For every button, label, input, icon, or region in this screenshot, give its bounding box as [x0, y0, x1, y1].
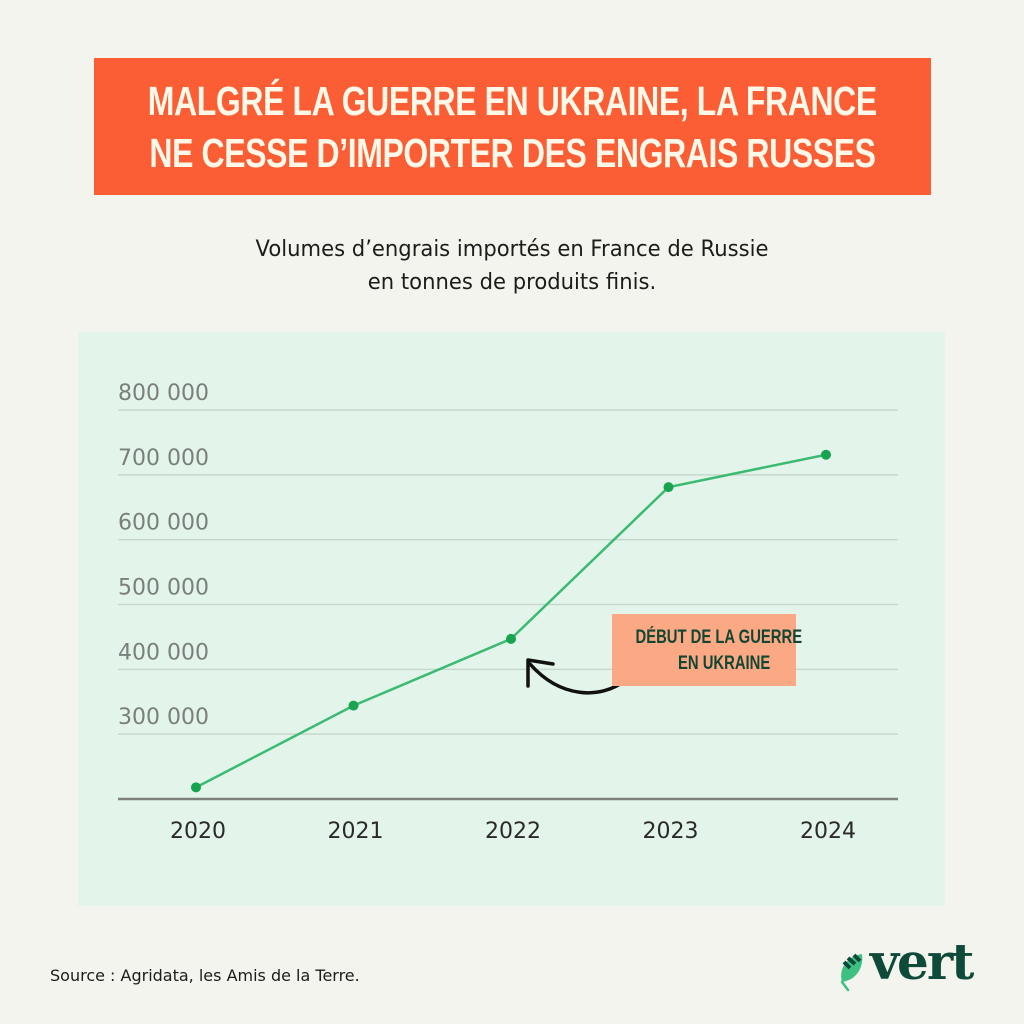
source-note: Source : Agridata, les Amis de la Terre. [50, 966, 360, 985]
vert-logo: vert [836, 932, 1006, 998]
chart-subtitle: Volumes d’engrais importés en France de … [0, 233, 1024, 299]
data-point-2021 [348, 700, 359, 711]
x-tick-label: 2023 [643, 819, 699, 844]
leaf-icon [840, 953, 863, 992]
y-tick-label: 500 000 [118, 576, 209, 601]
x-tick-label: 2021 [328, 819, 384, 844]
chart-panel [78, 332, 945, 906]
y-tick-label: 800 000 [118, 381, 209, 406]
title-line-1: MALGRÉ LA GUERRE EN UKRAINE, LA FRANCE [147, 77, 878, 124]
data-point-2022 [506, 633, 516, 644]
data-point-2020 [191, 782, 201, 793]
y-tick-label: 300 000 [118, 705, 209, 730]
annotation-line-1: DÉBUT DE LA GUERRE [635, 627, 803, 648]
x-tick-label: 2020 [170, 819, 226, 844]
title-banner: MALGRÉ LA GUERRE EN UKRAINE, LA FRANCE N… [94, 58, 931, 195]
title-line-2: NE CESSE D’IMPORTER DES ENGRAIS RUSSES [149, 129, 876, 176]
y-tick-label: 700 000 [118, 446, 209, 471]
gridlines [118, 409, 898, 735]
annotation-arrowhead-icon [526, 658, 555, 688]
x-tick-label: 2022 [485, 819, 541, 844]
annotation-line-2: EN UKRAINE [677, 653, 771, 674]
subtitle-line-1: Volumes d’engrais importés en France de … [255, 237, 769, 262]
y-tick-label: 600 000 [118, 511, 209, 536]
logo-text: vert [870, 932, 974, 991]
x-tick-label: 2024 [800, 819, 856, 844]
data-point-2023 [663, 482, 674, 493]
data-point-2024 [821, 449, 831, 460]
x-axis-labels: 2020 2021 2022 2023 2024 [170, 819, 856, 844]
data-points [191, 449, 831, 793]
y-tick-label: 400 000 [118, 640, 209, 665]
y-axis-labels: 300 000 400 000 500 000 600 000 700 000 800 0… [118, 381, 209, 730]
subtitle-line-2: en tonnes de produits finis. [367, 270, 657, 295]
annotation-box: DÉBUT DE LA GUERRE EN UKRAINE [612, 614, 803, 686]
